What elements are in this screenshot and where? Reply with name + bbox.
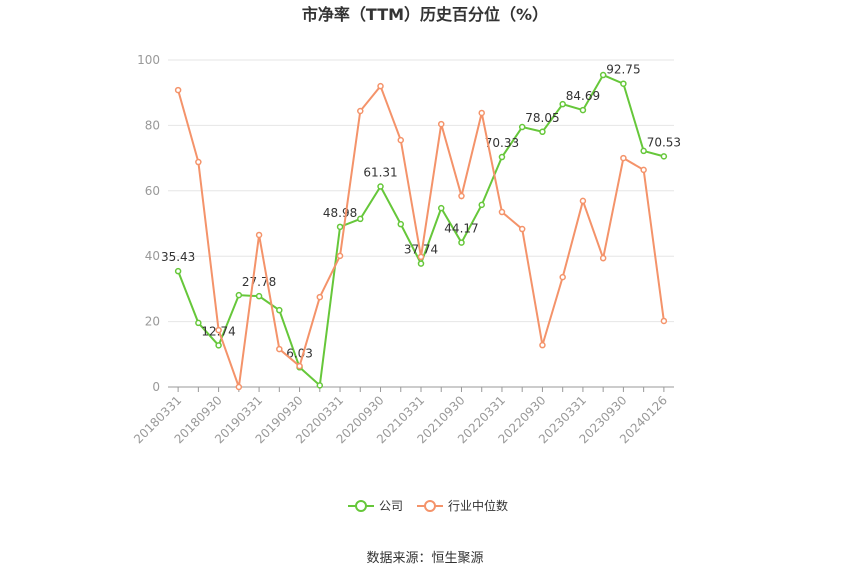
y-tick-label: 80 — [145, 118, 160, 132]
point — [397, 220, 405, 228]
data-label: 78.05 — [525, 111, 559, 125]
point — [640, 147, 647, 155]
point — [478, 201, 485, 209]
y-tick-label: 40 — [145, 249, 160, 263]
point — [660, 153, 668, 160]
point — [316, 382, 324, 389]
source: 数据来源：恒生聚源 — [366, 551, 483, 566]
point — [255, 231, 263, 239]
point — [640, 166, 647, 174]
point — [498, 208, 506, 216]
point — [174, 267, 182, 275]
point — [518, 225, 526, 233]
point — [255, 292, 263, 300]
data-label: 35.43 — [161, 250, 195, 264]
data-label: 6.03 — [286, 346, 313, 360]
point — [215, 342, 222, 349]
point — [215, 326, 222, 334]
point — [498, 153, 506, 161]
point — [458, 192, 465, 200]
point — [296, 362, 303, 370]
point — [417, 253, 425, 261]
point — [437, 204, 445, 212]
point — [417, 260, 425, 267]
point — [195, 319, 202, 327]
point — [579, 106, 587, 114]
point — [478, 109, 485, 117]
data-label: 27.78 — [242, 275, 276, 289]
y-tick-label: 100 — [137, 53, 160, 67]
chart-title: 市净率（TTM）历史百分位（%） — [302, 5, 548, 24]
point — [276, 345, 283, 353]
point — [559, 100, 566, 108]
data-label: 37.74 — [404, 243, 438, 257]
legend-label: 行业中位数 — [448, 498, 508, 513]
point — [174, 86, 182, 94]
point — [377, 82, 384, 90]
legend-label: 公司 — [379, 499, 403, 513]
series-line — [177, 84, 665, 388]
data-label: 48.98 — [323, 206, 357, 220]
legend-marker — [355, 500, 367, 512]
y-tick-label: 20 — [145, 315, 160, 329]
data-label: 70.33 — [485, 136, 519, 150]
data-label: 84.69 — [566, 89, 600, 103]
point — [458, 239, 465, 246]
point — [539, 128, 546, 136]
legend-marker — [424, 500, 436, 512]
point — [235, 383, 243, 391]
point — [357, 107, 364, 115]
data-label: 70.53 — [647, 135, 681, 149]
point — [195, 158, 202, 166]
point — [579, 197, 587, 205]
point — [276, 306, 283, 314]
point — [620, 80, 627, 87]
point — [539, 341, 546, 349]
point — [437, 120, 445, 128]
point — [377, 183, 384, 190]
point — [316, 293, 324, 301]
point — [599, 254, 607, 262]
point — [620, 154, 627, 162]
point — [336, 252, 344, 260]
point — [599, 71, 607, 79]
point — [559, 273, 566, 281]
y-tick-label: 60 — [145, 184, 160, 198]
data-label: 92.75 — [606, 63, 640, 77]
series-line — [177, 73, 665, 388]
point — [357, 215, 364, 223]
point — [235, 291, 243, 299]
data-label: 61.31 — [363, 166, 397, 180]
y-tick-label: 0 — [152, 380, 160, 394]
point — [660, 317, 668, 325]
point — [336, 223, 344, 231]
point — [397, 136, 405, 144]
point — [518, 123, 526, 131]
data-label: 44.17 — [444, 222, 478, 236]
